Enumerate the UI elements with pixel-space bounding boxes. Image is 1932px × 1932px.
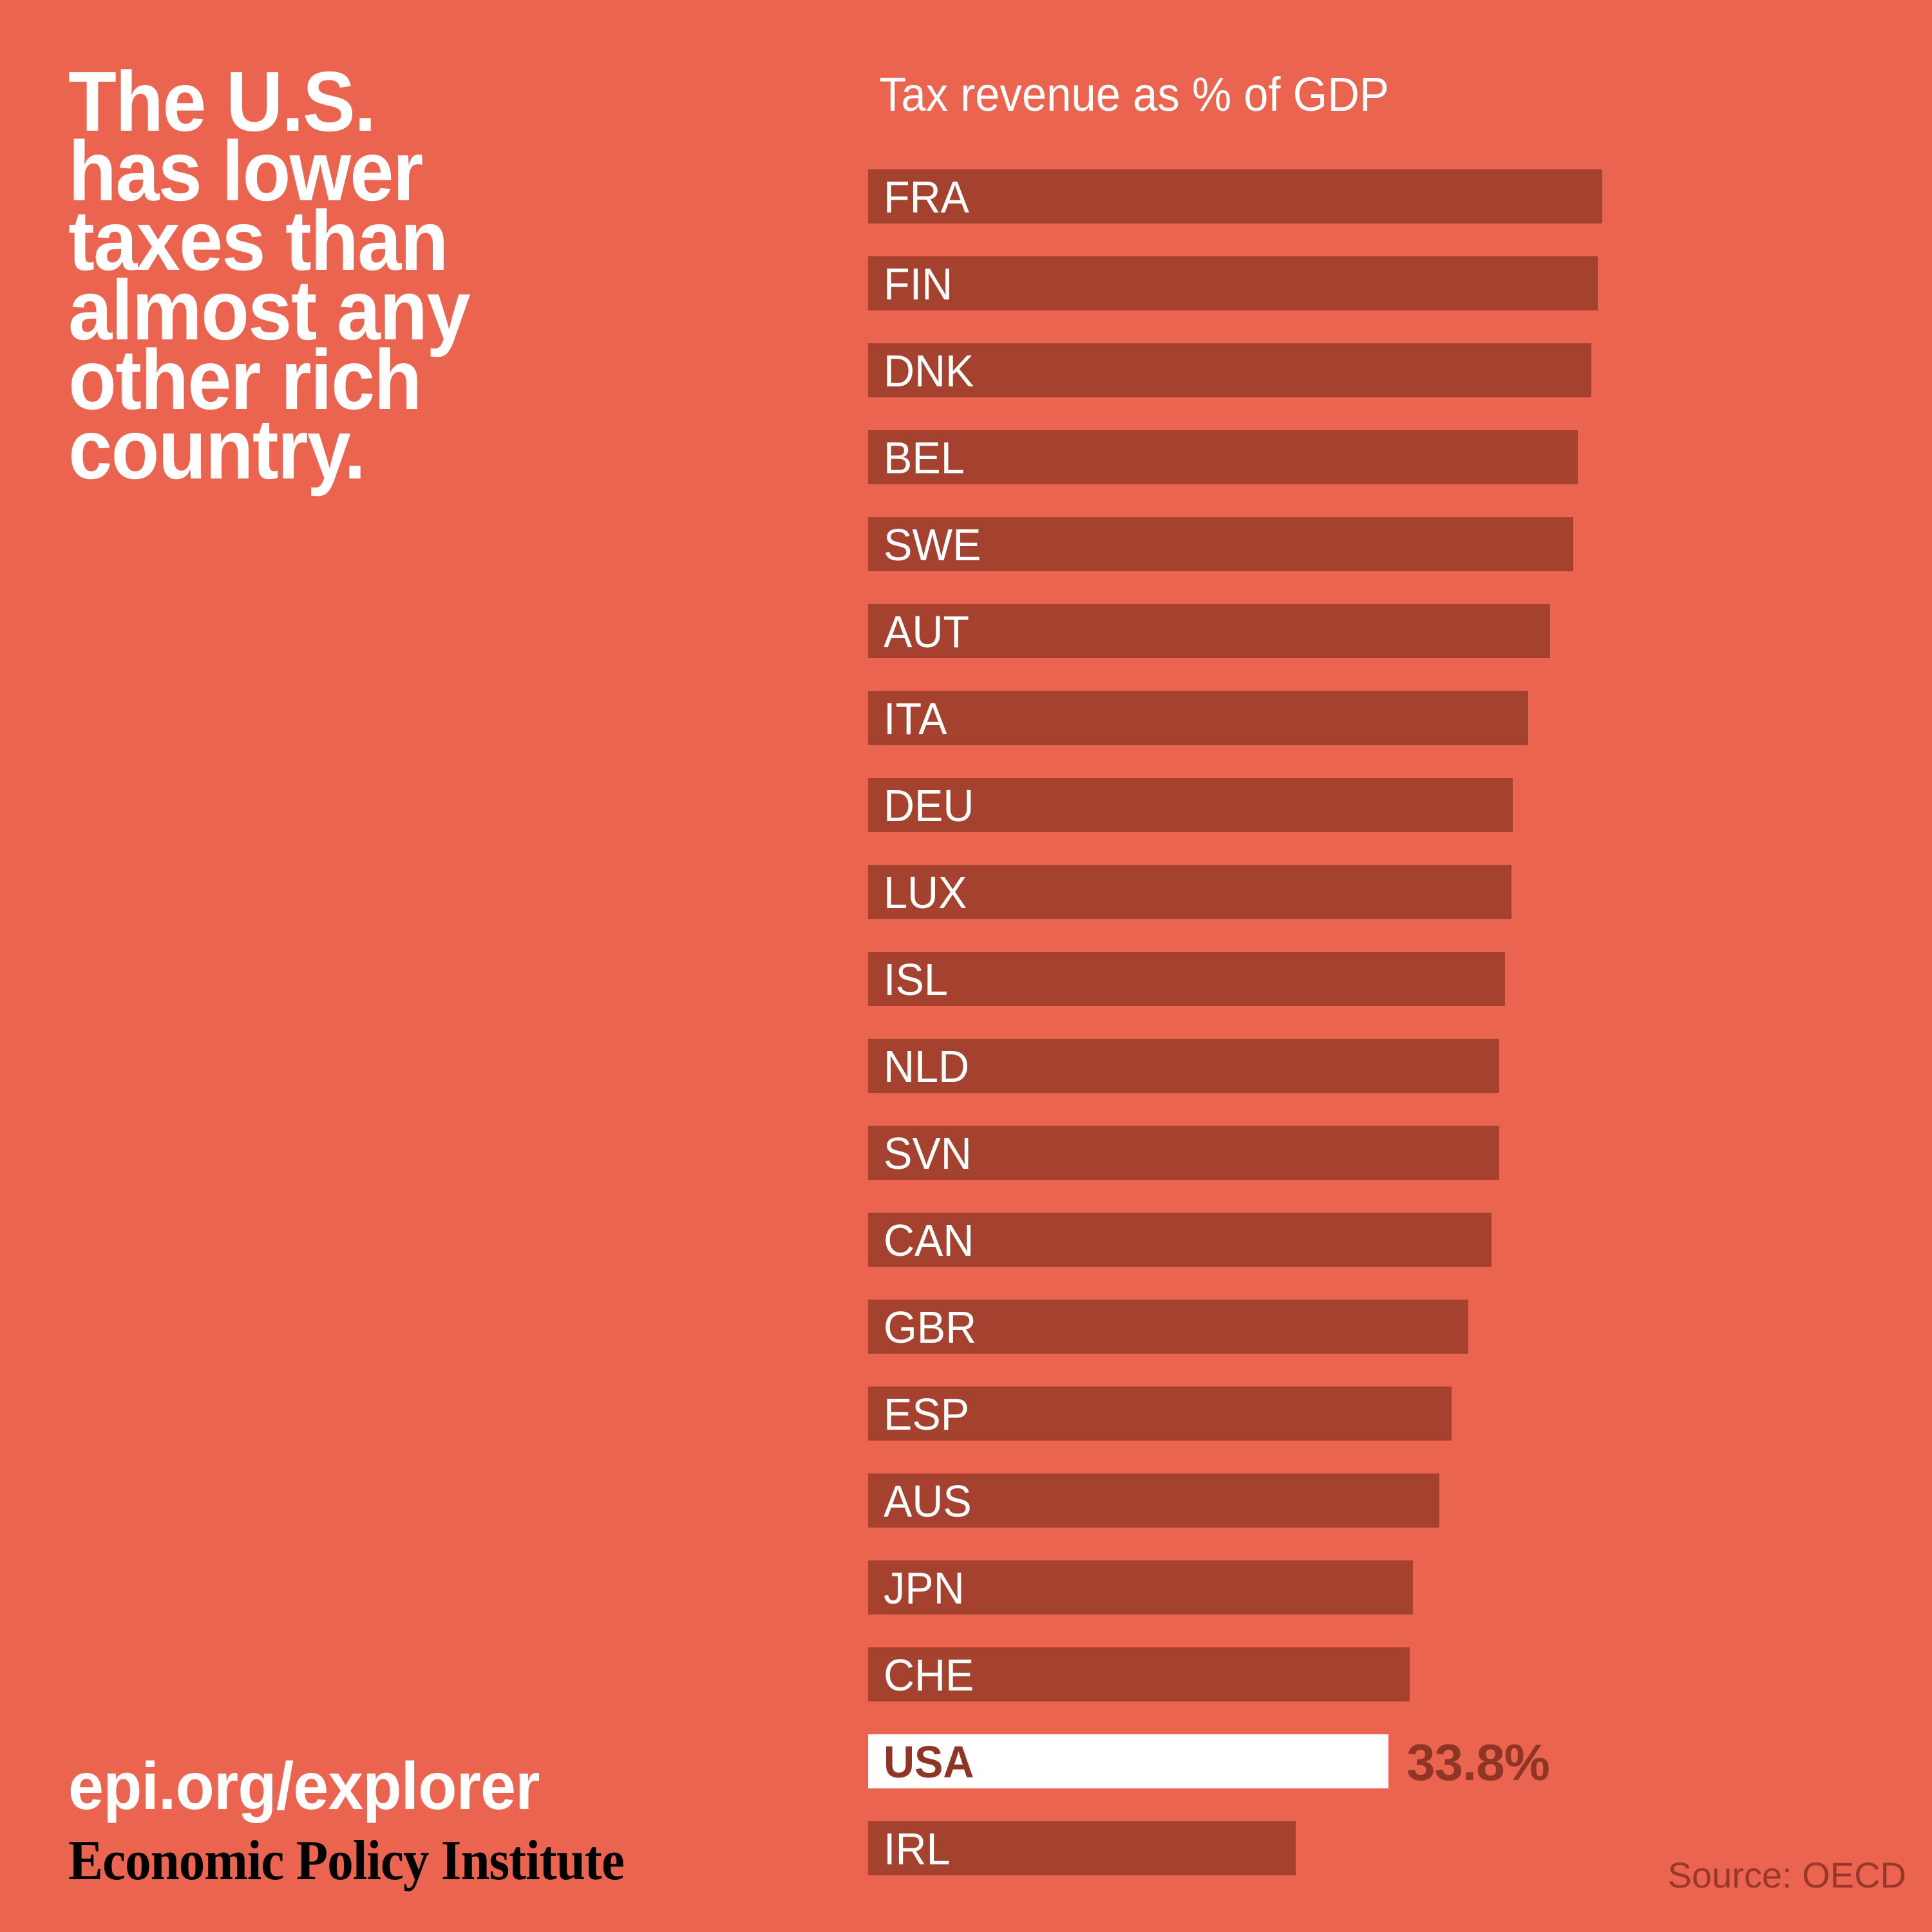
- bar[interactable]: [868, 1039, 1499, 1093]
- bar-row[interactable]: GBR: [863, 1300, 1932, 1387]
- bar[interactable]: [868, 1821, 1296, 1875]
- bar-row[interactable]: USA 33.8%: [863, 1734, 1932, 1821]
- bar[interactable]: [868, 1473, 1439, 1528]
- headline-line-6: country.: [68, 402, 366, 497]
- epi-explorer-url[interactable]: epi.org/explorer: [68, 1749, 540, 1824]
- bar-row[interactable]: ITA: [863, 691, 1932, 778]
- bar[interactable]: [868, 517, 1573, 571]
- bar[interactable]: [868, 1647, 1410, 1701]
- bar[interactable]: [868, 952, 1505, 1006]
- bar[interactable]: [868, 256, 1598, 310]
- bar-value-usa: 33.8%: [1406, 1734, 1550, 1791]
- headline: The U.S. has lower taxes than almost any…: [68, 54, 775, 497]
- bar[interactable]: [868, 778, 1513, 832]
- bar[interactable]: [868, 1213, 1492, 1267]
- bar-row[interactable]: NLD: [863, 1039, 1932, 1126]
- bar[interactable]: [868, 430, 1578, 484]
- bar-row[interactable]: CAN: [863, 1213, 1932, 1300]
- bar-highlighted[interactable]: [868, 1734, 1388, 1788]
- organization-name: Economic Policy Institute: [68, 1830, 625, 1892]
- bar[interactable]: [868, 1300, 1468, 1354]
- chart-source: Source: OECD: [1667, 1855, 1906, 1895]
- bar-row[interactable]: SVN: [863, 1126, 1932, 1213]
- bar[interactable]: [868, 1560, 1413, 1615]
- bar[interactable]: [868, 865, 1511, 919]
- bar[interactable]: [868, 604, 1550, 658]
- bar-row[interactable]: JPN: [863, 1560, 1932, 1647]
- bar[interactable]: [868, 343, 1591, 397]
- headline-line-5: other rich: [68, 332, 422, 427]
- bar[interactable]: [868, 691, 1528, 745]
- headline-line-2: has lower: [68, 124, 423, 218]
- left-panel: The U.S. has lower taxes than almost any…: [0, 0, 863, 1932]
- bar-row[interactable]: BEL: [863, 430, 1932, 517]
- bar[interactable]: [868, 1387, 1452, 1441]
- bar-row[interactable]: DNK: [863, 343, 1932, 430]
- headline-line-4: almost any: [68, 263, 471, 357]
- bar-row[interactable]: ISL: [863, 952, 1932, 1039]
- bar-row[interactable]: CHE: [863, 1647, 1932, 1734]
- bar-row[interactable]: ESP: [863, 1387, 1932, 1473]
- bar-row[interactable]: AUS: [863, 1473, 1932, 1560]
- bar[interactable]: [868, 169, 1602, 223]
- chart-panel: Tax revenue as % of GDP FRA FIN DNK BEL SWE A…: [863, 0, 1932, 1932]
- bar-row[interactable]: AUT: [863, 604, 1932, 691]
- bar-row[interactable]: SWE: [863, 517, 1932, 604]
- bar-row[interactable]: FRA: [863, 169, 1932, 256]
- branding: epi.org/explorer Economic Policy Institu…: [68, 1753, 828, 1891]
- bar-row[interactable]: LUX: [863, 865, 1932, 952]
- bar-row[interactable]: FIN: [863, 256, 1932, 343]
- chart-title: Tax revenue as % of GDP: [879, 68, 1389, 121]
- headline-line-3: taxes than: [68, 193, 448, 288]
- bar[interactable]: [868, 1126, 1499, 1180]
- headline-line-1: The U.S.: [68, 54, 376, 149]
- bar-row[interactable]: DEU: [863, 778, 1932, 865]
- bar-chart: FRA FIN DNK BEL SWE AUT ITA DEU LUX ISL NLD SVN CAN G…: [863, 169, 1932, 1908]
